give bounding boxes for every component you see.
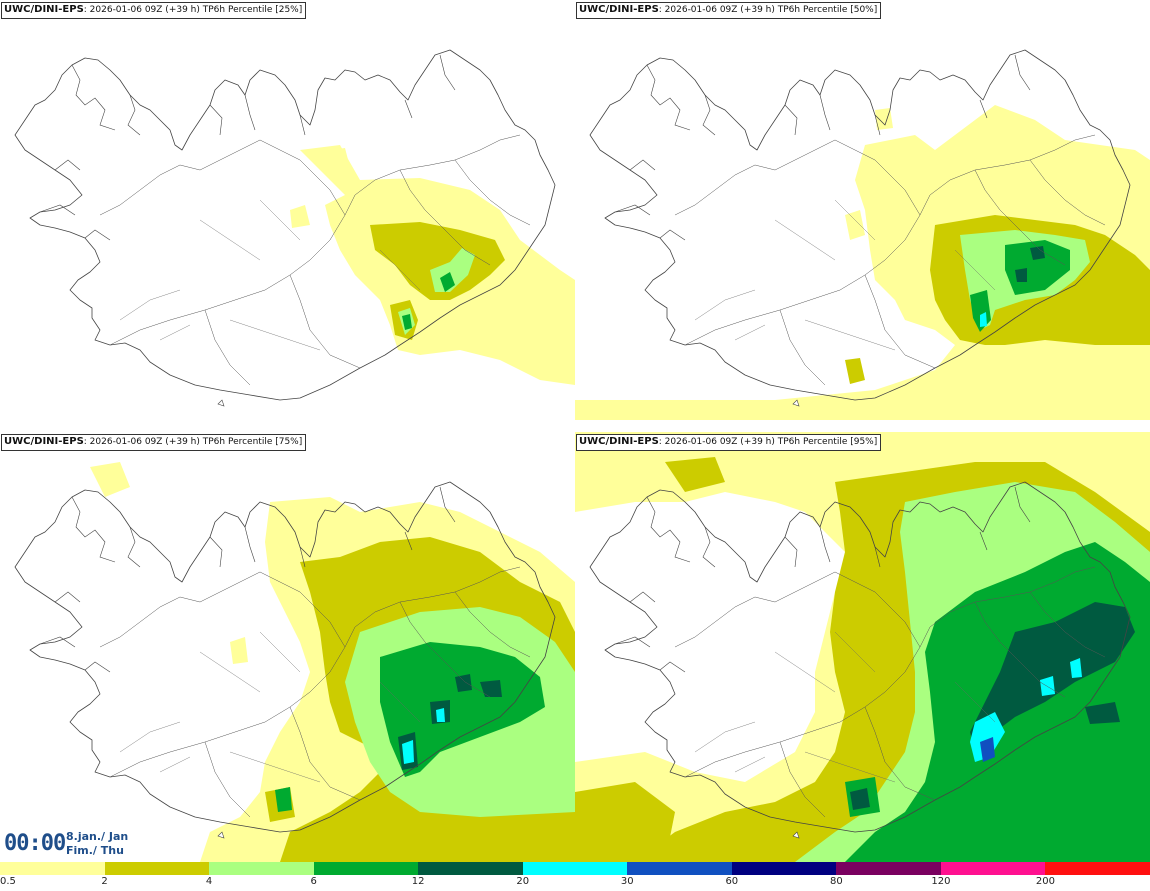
model-name: UWC/DINI-EPS xyxy=(4,4,84,15)
colorbar-segment xyxy=(1045,862,1150,875)
panel-title-p95: UWC/DINI-EPS: 2026-01-06 09Z (+39 h) TP6… xyxy=(576,434,882,451)
map-panel-p50: UWC/DINI-EPS: 2026-01-06 09Z (+39 h) TP6… xyxy=(575,0,1150,430)
colorbar-label: 2 xyxy=(101,876,108,887)
precip-area-extreme xyxy=(850,788,870,810)
precip-area-top xyxy=(1070,658,1082,678)
precip-area-mod xyxy=(665,457,725,492)
colorbar-label: 20 xyxy=(516,876,530,887)
colorbar-segment xyxy=(104,862,210,875)
precip-area-light xyxy=(845,210,865,240)
colorbar-segment xyxy=(0,862,105,875)
precip-area-extreme xyxy=(480,680,502,697)
valid-time: 00:00 xyxy=(4,831,66,856)
precip-map-p75 xyxy=(14,462,575,862)
colorbar-segment xyxy=(313,862,419,875)
precip-area-vheavy xyxy=(402,314,412,330)
colorbar-label: 6 xyxy=(310,876,317,887)
valid-time-box: 00:00 8.jan./ Jan Fim./ Thu xyxy=(0,822,132,862)
colorbar-label: 0.5 xyxy=(0,876,16,887)
colorbar-label: 12 xyxy=(411,876,425,887)
precip-area-light xyxy=(90,462,130,497)
precip-area-light xyxy=(230,637,248,664)
precip-area-vheavy xyxy=(380,642,545,777)
valid-date-line2: Fim./ Thu xyxy=(66,844,124,857)
precip-area-vheavy xyxy=(440,272,455,292)
precip-area-top xyxy=(402,740,414,764)
colorbar-label: 120 xyxy=(931,876,951,887)
colorbar-label: 200 xyxy=(1035,876,1055,887)
colorbar-label: 30 xyxy=(620,876,634,887)
run-info: : 2026-01-06 09Z (+39 h) TP6h Percentile… xyxy=(83,437,303,447)
colorbar-label: 4 xyxy=(205,876,213,887)
precip-area-top xyxy=(980,312,987,327)
precip-area-extreme xyxy=(455,674,472,692)
precip-area-light xyxy=(330,148,352,178)
colorbar-segment xyxy=(418,862,523,875)
map-panel-p75: UWC/DINI-EPS: 2026-01-06 09Z (+39 h) TP6… xyxy=(0,432,575,862)
precip-area-mod xyxy=(845,358,865,384)
run-info: : 2026-01-06 09Z (+39 h) TP6h Percentile… xyxy=(658,437,878,447)
model-name: UWC/DINI-EPS xyxy=(579,4,659,15)
run-info: : 2026-01-06 09Z (+39 h) TP6h Percentile… xyxy=(658,5,878,15)
precip-area-light xyxy=(290,205,310,228)
colorbar-segment xyxy=(209,862,314,875)
map-panel-p95: UWC/DINI-EPS: 2026-01-06 09Z (+39 h) TP6… xyxy=(575,432,1150,862)
precip-map-p25 xyxy=(14,49,575,407)
precip-area-vheavy xyxy=(275,787,292,812)
colorbar-segment xyxy=(627,862,732,875)
colorbar-labels: 0.5 2 4 6 12 20 30 60 80 120 200 xyxy=(0,876,1150,890)
model-name: UWC/DINI-EPS xyxy=(579,436,659,447)
colorbar-label: 60 xyxy=(725,876,739,887)
precip-area-top xyxy=(1040,676,1055,696)
precip-area-mod xyxy=(575,782,675,862)
panel-title-p50: UWC/DINI-EPS: 2026-01-06 09Z (+39 h) TP6… xyxy=(576,2,882,19)
precip-map-p50 xyxy=(575,49,1150,420)
colorbar xyxy=(0,862,1150,875)
run-info: : 2026-01-06 09Z (+39 h) TP6h Percentile… xyxy=(83,5,303,15)
colorbar-label: 80 xyxy=(829,876,843,887)
valid-date: 8.jan./ Jan Fim./ Thu xyxy=(66,830,128,858)
precip-area-mod xyxy=(370,222,505,300)
precip-area-peak xyxy=(980,737,995,762)
colorbar-segment xyxy=(731,862,837,875)
panel-title-p75: UWC/DINI-EPS: 2026-01-06 09Z (+39 h) TP6… xyxy=(1,434,307,451)
model-name: UWC/DINI-EPS xyxy=(4,436,84,447)
colorbar-segment xyxy=(940,862,1046,875)
colorbar-segment xyxy=(522,862,628,875)
colorbar-segment xyxy=(836,862,941,875)
precip-area-extreme xyxy=(1085,702,1120,724)
precip-area-top xyxy=(970,712,1005,762)
panel-title-p25: UWC/DINI-EPS: 2026-01-06 09Z (+39 h) TP6… xyxy=(1,2,307,19)
precip-area-top xyxy=(436,708,445,722)
precip-area-extreme xyxy=(1030,246,1045,260)
map-panel-p25: UWC/DINI-EPS: 2026-01-06 09Z (+39 h) TP6… xyxy=(0,0,575,430)
precip-area-extreme xyxy=(1015,268,1027,282)
valid-date-line1: 8.jan./ Jan xyxy=(66,830,129,843)
precip-map-p95 xyxy=(575,432,1150,862)
